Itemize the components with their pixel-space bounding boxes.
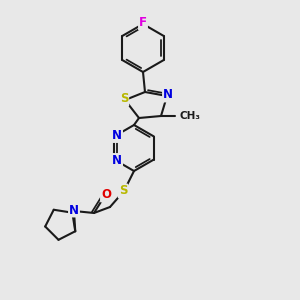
Text: O: O [101, 188, 111, 202]
Text: S: S [119, 184, 127, 197]
Text: N: N [163, 88, 173, 101]
Text: S: S [120, 92, 128, 106]
Text: F: F [139, 16, 147, 29]
Text: N: N [112, 129, 122, 142]
Text: CH₃: CH₃ [180, 111, 201, 121]
Text: N: N [112, 154, 122, 167]
Text: N: N [69, 203, 79, 217]
